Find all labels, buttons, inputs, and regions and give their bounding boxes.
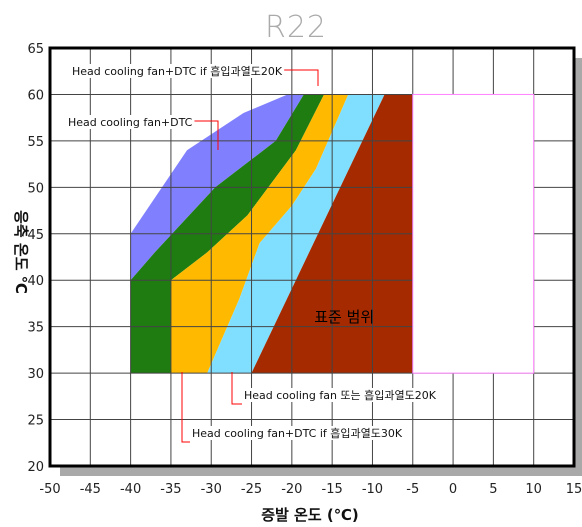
x-tick-label: -50 (39, 482, 60, 497)
cc-region-box (412, 93, 535, 374)
x-ticks: -50 -45 -40 -35 -30 -25 -20 -15 -10 -5 0 5 10 15 (39, 482, 582, 497)
x-tick-label: 15 (566, 482, 582, 497)
y-tick-label: 65 (27, 42, 44, 57)
y-tick-label: 30 (27, 367, 44, 382)
annotation-label: Head cooling fan+DTC (68, 116, 193, 129)
x-axis-title: 증발 온도 (℃) (261, 506, 359, 524)
y-tick-label: 55 (27, 135, 44, 150)
x-tick-label: 5 (489, 482, 497, 497)
y-tick-label: 60 (27, 88, 44, 103)
x-tick-label: -35 (160, 482, 181, 497)
y-tick-label: 40 (27, 274, 44, 289)
leader-line (194, 120, 219, 150)
y-axis-title: 응축 온도 ℃ (12, 210, 30, 294)
y-tick-label: 20 (27, 460, 44, 475)
x-tick-label: 10 (525, 482, 542, 497)
x-tick-label: -25 (241, 482, 262, 497)
x-tick-label: -5 (406, 482, 419, 497)
annotation-backing (190, 426, 405, 440)
annotation-label: Head cooling fan 또는 흡입과열도20K (244, 388, 437, 402)
x-tick-label: -40 (120, 482, 141, 497)
x-tick-label: -30 (201, 482, 222, 497)
leader-line (231, 372, 242, 405)
x-tick-label: -20 (281, 482, 302, 497)
annotation-backing (242, 388, 438, 402)
leader-line (181, 372, 190, 443)
chart-title: R22 (265, 10, 327, 45)
annotations: Head cooling fan+DTC if 흡입과열도20K Head coo… (66, 64, 438, 440)
y-tick-label: 35 (27, 321, 44, 336)
x-tick-label: 0 (449, 482, 457, 497)
annotation-backing (70, 64, 285, 78)
x-tick-label: -10 (362, 482, 383, 497)
annotation-label: Head cooling fan+DTC if 흡입과열도20K (72, 64, 283, 78)
annotation-label: Head cooling fan+DTC if 흡입과열도30K (192, 426, 403, 440)
y-tick-label: 45 (27, 228, 44, 243)
plot-border (48, 46, 576, 468)
x-tick-label: -45 (80, 482, 101, 497)
x-tick-label: -15 (322, 482, 343, 497)
leader-line (284, 69, 319, 86)
y-tick-label: 50 (27, 181, 44, 196)
leader-lines (181, 69, 319, 443)
annotation-backing (66, 115, 195, 129)
region-label: 표준 범위 (314, 308, 374, 326)
y-tick-label: 25 (27, 414, 44, 429)
y-ticks: 20 25 30 35 40 45 50 55 60 65 (27, 42, 44, 475)
